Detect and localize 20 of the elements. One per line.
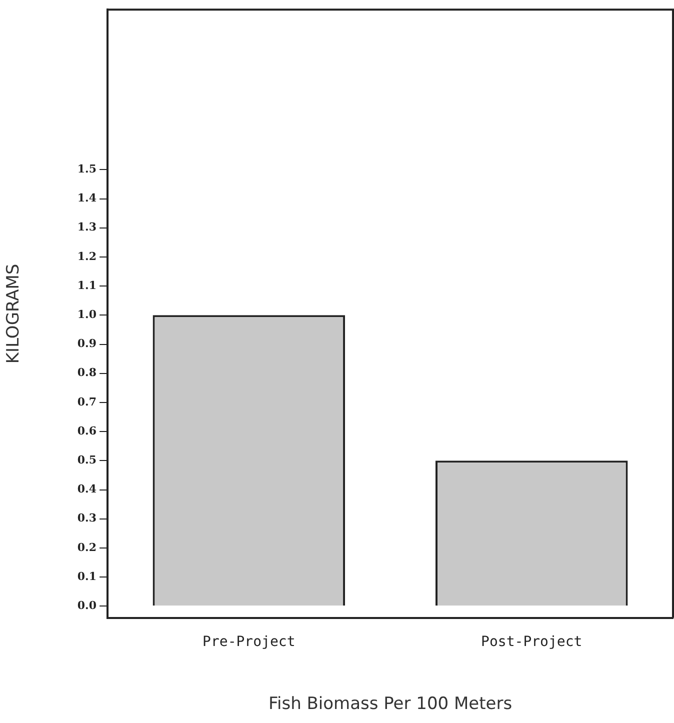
x-axis-title: Fish Biomass Per 100 Meters (268, 694, 512, 714)
y-tick-label: 0.2 (77, 540, 97, 554)
y-tick-label: 0.8 (77, 366, 97, 380)
x-tick-label: Pre-Project (202, 634, 296, 650)
y-axis-title: KILOGRAMS (4, 264, 24, 364)
y-tick-label: 0.6 (77, 424, 97, 438)
y-tick-label: 1.2 (77, 250, 97, 263)
y-tick-label: 0.9 (77, 337, 97, 350)
y-tick-label: 0.5 (77, 454, 97, 467)
x-tick-label: Post-Project (481, 634, 582, 650)
y-tick-label: 1.1 (77, 278, 97, 292)
y-tick-label: 0.3 (77, 512, 97, 525)
y-tick-label: 1.4 (77, 192, 97, 205)
y-tick-label: 1.5 (77, 162, 97, 176)
y-tick-label: 1.0 (77, 308, 97, 322)
y-tick-label: 0.7 (77, 395, 97, 408)
y-tick-label: 0.1 (77, 570, 97, 583)
y-tick-label: 0.4 (77, 482, 97, 496)
y-tick-label: 0.0 (77, 599, 97, 612)
y-tick-label: 1.3 (77, 220, 97, 234)
